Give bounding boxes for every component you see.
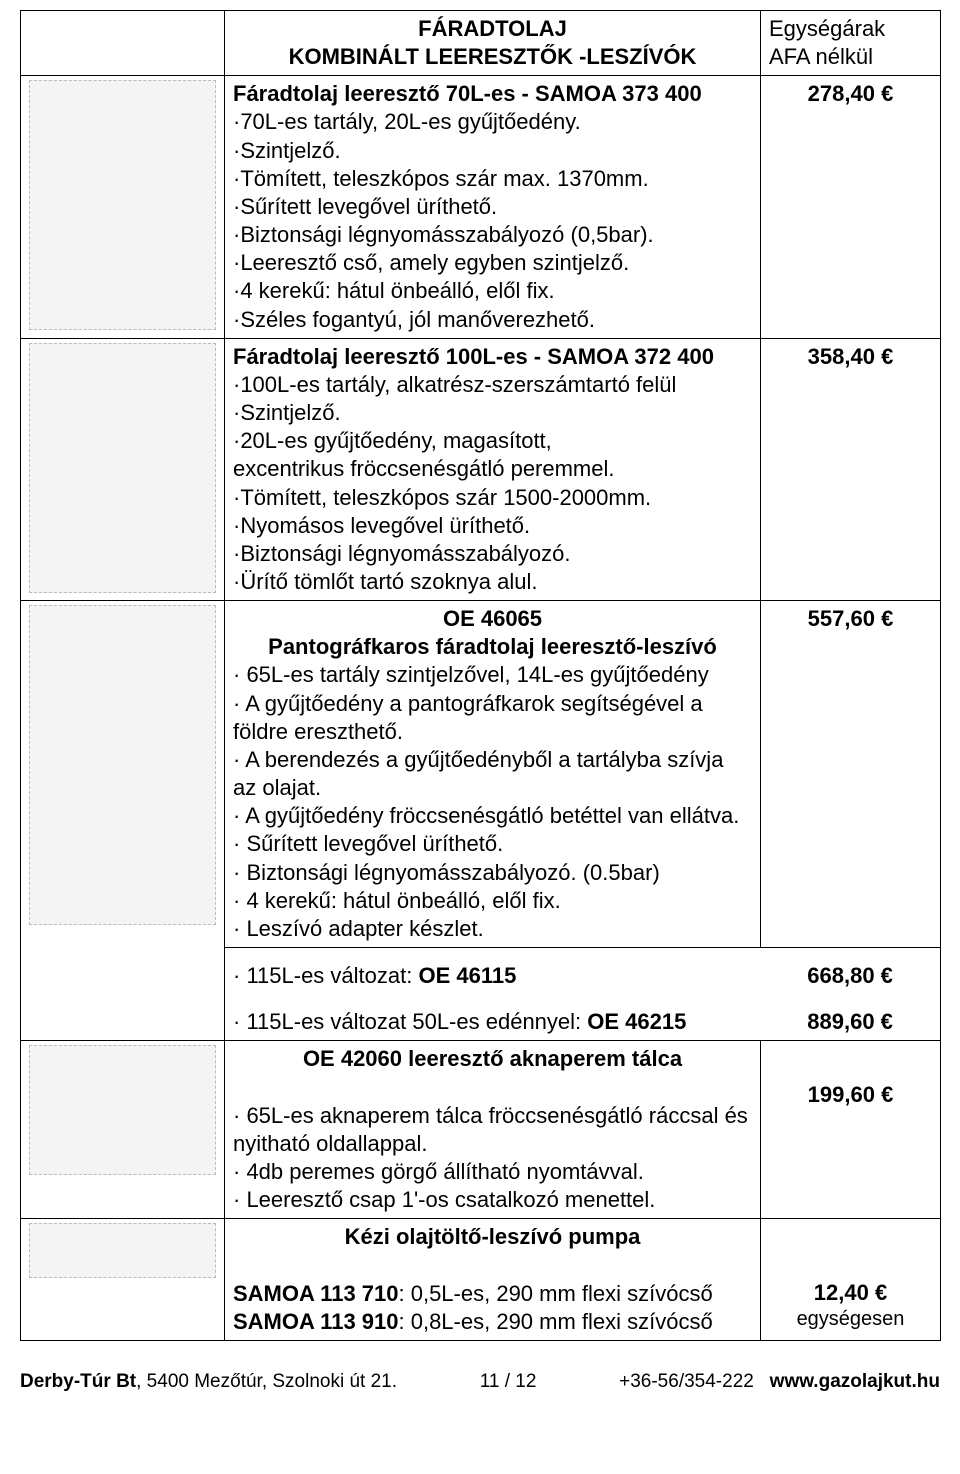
product-row-2: Fáradtolaj leeresztő 100L-es - SAMOA 372… bbox=[21, 338, 941, 600]
footer-left: Derby-Túr Bt, 5400 Mezőtúr, Szolnoki út … bbox=[20, 1371, 397, 1393]
variants-cell: · 115L-es változat: OE 46115 668,80 € · … bbox=[225, 948, 941, 1041]
product-line: ·Biztonsági légnyomásszabályozó (0,5bar)… bbox=[233, 221, 752, 249]
product-row-6: Kézi olajtöltő-leszívó pumpa SAMOA 113 7… bbox=[21, 1219, 941, 1341]
header-desc: FÁRADTOLAJ KOMBINÁLT LEERESZTŐK -LESZÍVÓ… bbox=[225, 11, 761, 76]
header-price: Egységárak AFA nélkül bbox=[761, 11, 941, 76]
product-row-1: Fáradtolaj leeresztő 70L-es - SAMOA 373 … bbox=[21, 76, 941, 338]
product-title-6: Kézi olajtöltő-leszívó pumpa bbox=[233, 1223, 752, 1251]
product-title-3a: OE 46065 bbox=[233, 605, 752, 633]
footer-phone: +36-56/354-222 bbox=[619, 1371, 754, 1392]
product-image-placeholder bbox=[29, 1045, 216, 1175]
pump-code-1: SAMOA 113 710 bbox=[233, 1281, 399, 1306]
variant-2-desc: · 115L-es változat 50L-es edénnyel: OE 4… bbox=[225, 994, 760, 1040]
pump-rest-1: : 0,5L-es, 290 mm flexi szívócső bbox=[399, 1281, 713, 1306]
product-row-5: OE 42060 leeresztő aknaperem tálca · 65L… bbox=[21, 1041, 941, 1219]
product-title-2: Fáradtolaj leeresztő 100L-es - SAMOA 372… bbox=[233, 343, 752, 371]
product-row-3: OE 46065 Pantográfkaros fáradtolaj leere… bbox=[21, 601, 941, 948]
product-line: ·20L-es gyűjtőedény, magasított, bbox=[233, 427, 752, 455]
product-image-placeholder bbox=[29, 1223, 216, 1278]
product-image-3 bbox=[21, 601, 225, 1041]
product-line: ·Tömített, teleszkópos szár 1500-2000mm. bbox=[233, 484, 752, 512]
product-line: · 65L-es aknaperem tálca fröccsenésgátló… bbox=[233, 1102, 752, 1158]
header-row: FÁRADTOLAJ KOMBINÁLT LEERESZTŐK -LESZÍVÓ… bbox=[21, 11, 941, 76]
product-line: ·70L-es tartály, 20L-es gyűjtőedény. bbox=[233, 108, 752, 136]
product-line: ·Sűrített levegővel üríthető. bbox=[233, 193, 752, 221]
header-price-2: AFA nélkül bbox=[769, 43, 932, 71]
product-line: ·Szintjelző. bbox=[233, 399, 752, 427]
product-title-5: OE 42060 leeresztő aknaperem tálca bbox=[233, 1045, 752, 1073]
product-image-placeholder bbox=[29, 80, 216, 330]
product-line: excentrikus fröccsenésgátló peremmel. bbox=[233, 455, 752, 483]
pump-rest-2: : 0,8L-es, 290 mm flexi szívócső bbox=[399, 1309, 713, 1334]
product-line: · Leeresztő csap 1'-os csatalkozó menett… bbox=[233, 1186, 752, 1214]
pump-price: 12,40 € bbox=[769, 1279, 932, 1307]
pump-code-2: SAMOA 113 910 bbox=[233, 1309, 399, 1334]
product-image-1 bbox=[21, 76, 225, 338]
product-line: · 4db peremes görgő állítható nyomtávval… bbox=[233, 1158, 752, 1186]
product-line: ·100L-es tartály, alkatrész-szerszámtart… bbox=[233, 371, 752, 399]
product-line: · 4 kerekű: hátul önbeálló, elől fix. bbox=[233, 887, 752, 915]
product-line: · Biztonsági légnyomásszabályozó. (0.5ba… bbox=[233, 859, 752, 887]
product-title-1: Fáradtolaj leeresztő 70L-es - SAMOA 373 … bbox=[233, 80, 752, 108]
variant-2-price: 889,60 € bbox=[760, 994, 940, 1040]
product-desc-5: OE 42060 leeresztő aknaperem tálca · 65L… bbox=[225, 1041, 761, 1219]
footer-page-number: 11 / 12 bbox=[480, 1371, 537, 1393]
product-title-3b: Pantográfkaros fáradtolaj leeresztő-lesz… bbox=[233, 633, 752, 661]
product-desc-2: Fáradtolaj leeresztő 100L-es - SAMOA 372… bbox=[225, 338, 761, 600]
variant-2-code: OE 46215 bbox=[587, 1009, 686, 1034]
product-line-6a: SAMOA 113 710: 0,5L-es, 290 mm flexi szí… bbox=[233, 1280, 752, 1308]
product-line: · Leszívó adapter készlet. bbox=[233, 915, 752, 943]
footer-company: Derby-Túr Bt bbox=[20, 1371, 136, 1392]
header-title-2: KOMBINÁLT LEERESZTŐK -LESZÍVÓK bbox=[233, 43, 752, 71]
product-line: ·Leeresztő cső, amely egyben szintjelző. bbox=[233, 249, 752, 277]
product-line: · A gyűjtőedény fröccsenésgátló betéttel… bbox=[233, 802, 752, 830]
product-desc-6: Kézi olajtöltő-leszívó pumpa SAMOA 113 7… bbox=[225, 1219, 761, 1341]
product-price-2: 358,40 € bbox=[761, 338, 941, 600]
product-line: · Sűrített levegővel üríthető. bbox=[233, 830, 752, 858]
product-price-5: 199,60 € bbox=[761, 1041, 941, 1219]
product-desc-1: Fáradtolaj leeresztő 70L-es - SAMOA 373 … bbox=[225, 76, 761, 338]
product-line-6b: SAMOA 113 910: 0,8L-es, 290 mm flexi szí… bbox=[233, 1308, 752, 1336]
product-price-3: 557,60 € bbox=[761, 601, 941, 948]
header-img-cell bbox=[21, 11, 225, 76]
product-line: ·Biztonsági légnyomásszabályozó. bbox=[233, 540, 752, 568]
product-price-6: 12,40 € egységesen bbox=[761, 1219, 941, 1341]
footer-website: www.gazolajkut.hu bbox=[770, 1371, 940, 1392]
header-price-1: Egységárak bbox=[769, 15, 932, 43]
product-price-1: 278,40 € bbox=[761, 76, 941, 338]
pump-price-note: egységesen bbox=[769, 1307, 932, 1333]
variant-1-prefix: · 115L-es változat: bbox=[233, 963, 418, 988]
variant-1-code: OE 46115 bbox=[418, 963, 516, 988]
product-line: ·4 kerekű: hátul önbeálló, elől fix. bbox=[233, 277, 752, 305]
product-line: ·Nyomásos levegővel üríthető. bbox=[233, 512, 752, 540]
page-footer: Derby-Túr Bt, 5400 Mezőtúr, Szolnoki út … bbox=[20, 1371, 940, 1393]
product-line: ·Tömített, teleszkópos szár max. 1370mm. bbox=[233, 165, 752, 193]
variant-2-prefix: · 115L-es változat 50L-es edénnyel: bbox=[233, 1009, 587, 1034]
product-image-placeholder bbox=[29, 343, 216, 593]
catalog-table: FÁRADTOLAJ KOMBINÁLT LEERESZTŐK -LESZÍVÓ… bbox=[20, 10, 941, 1341]
product-line: · A berendezés a gyűjtőedényből a tartál… bbox=[233, 746, 752, 802]
product-line: ·Ürítő tömlőt tartó szoknya alul. bbox=[233, 568, 752, 596]
footer-address: , 5400 Mezőtúr, Szolnoki út 21. bbox=[136, 1371, 397, 1392]
variant-1-desc: · 115L-es változat: OE 46115 bbox=[225, 948, 760, 994]
product-image-2 bbox=[21, 338, 225, 600]
product-line: ·Széles fogantyú, jól manőverezhető. bbox=[233, 306, 752, 334]
footer-right: +36-56/354-222 www.gazolajkut.hu bbox=[619, 1371, 940, 1393]
product-image-placeholder bbox=[29, 605, 216, 925]
header-title-1: FÁRADTOLAJ bbox=[233, 15, 752, 43]
variant-1-price: 668,80 € bbox=[760, 948, 940, 994]
product-image-6 bbox=[21, 1219, 225, 1341]
product-image-5 bbox=[21, 1041, 225, 1219]
product-line: · A gyűjtőedény a pantográfkarok segítsé… bbox=[233, 690, 752, 746]
product-line: ·Szintjelző. bbox=[233, 137, 752, 165]
product-line: · 65L-es tartály szintjelzővel, 14L-es g… bbox=[233, 661, 752, 689]
product-desc-3: OE 46065 Pantográfkaros fáradtolaj leere… bbox=[225, 601, 761, 948]
